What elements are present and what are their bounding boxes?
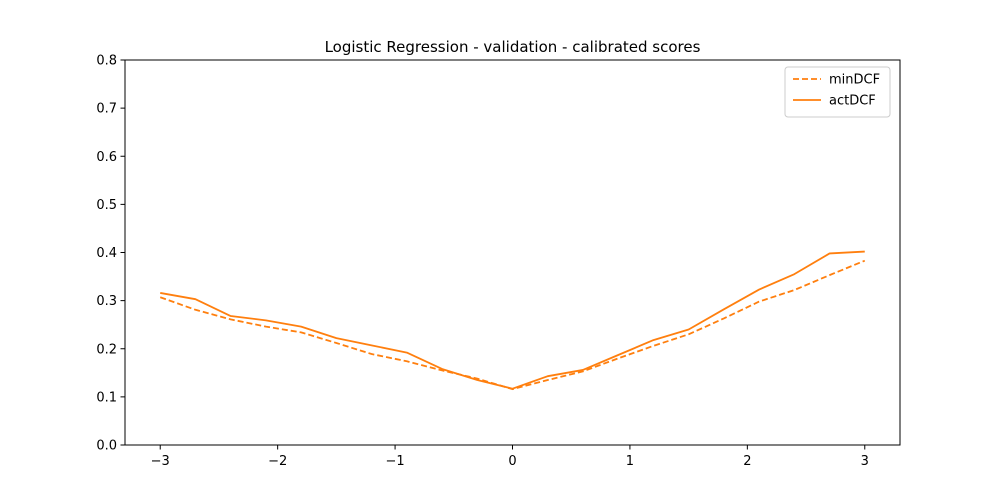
axes-frame	[124, 59, 901, 446]
y-tick-label: 0.3	[96, 294, 117, 309]
series-line-actDCF	[160, 250, 865, 390]
legend-label-actDCF: actDCF	[829, 94, 876, 109]
x-tick-label: 1	[626, 454, 634, 469]
x-tick-label: 2	[743, 454, 751, 469]
x-tick-label: −3	[151, 454, 170, 469]
plot-area	[159, 250, 866, 391]
x-tick-label: −1	[385, 454, 404, 469]
y-tick-label: 0.0	[96, 439, 117, 454]
y-axis: 0.0 0.1 0.2 0.3 0.4 0.5 0.6 0.7 0.8	[96, 54, 125, 454]
y-tick-label: 0.8	[96, 54, 117, 69]
series-line-minDCF	[159, 259, 866, 391]
legend: minDCF actDCF	[784, 66, 891, 118]
y-tick-label: 0.2	[96, 342, 117, 357]
x-tick-label: −2	[268, 454, 287, 469]
x-axis: −3 −2 −1 0 1 2 3	[151, 445, 869, 469]
y-tick-label: 0.6	[96, 150, 117, 165]
chart-title: Logistic Regression - validation - calib…	[325, 38, 701, 56]
x-tick-label: 3	[861, 454, 869, 469]
y-tick-label: 0.1	[96, 390, 117, 405]
y-tick-label: 0.4	[96, 246, 117, 261]
y-tick-label: 0.5	[96, 198, 117, 213]
legend-label-minDCF: minDCF	[829, 73, 880, 88]
y-tick-label: 0.7	[96, 102, 117, 117]
x-tick-label: 0	[508, 454, 516, 469]
